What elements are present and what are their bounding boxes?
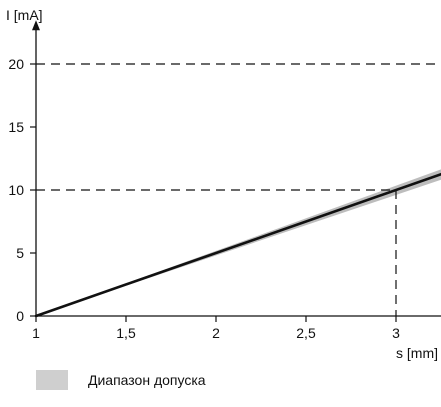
x-tick-label: 2 [212,325,220,341]
legend-swatch [36,370,68,390]
y-tick-label: 0 [16,308,24,324]
y-tick-label: 5 [16,245,24,261]
y-axis-arrow [32,20,40,31]
x-tick-label: 1 [32,325,40,341]
series-line-0 [34,172,441,318]
x-tick-label: 2,5 [296,325,316,341]
x-tick-label: 3 [392,325,400,341]
legend: Диапазон допуска [36,370,206,390]
x-tick-label: 1,5 [116,325,136,341]
tolerance-band [36,169,441,316]
y-tick-label: 10 [8,182,24,198]
y-tick-label: 20 [8,56,24,72]
x-axis-title: s [mm] [396,345,438,361]
legend-label: Диапазон допуска [88,372,206,388]
y-axis-title: I [mA] [6,7,43,23]
y-tick-label: 15 [8,119,24,135]
